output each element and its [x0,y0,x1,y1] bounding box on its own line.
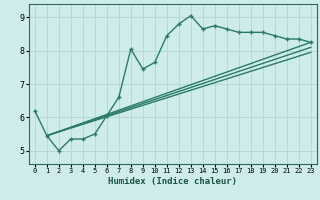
X-axis label: Humidex (Indice chaleur): Humidex (Indice chaleur) [108,177,237,186]
